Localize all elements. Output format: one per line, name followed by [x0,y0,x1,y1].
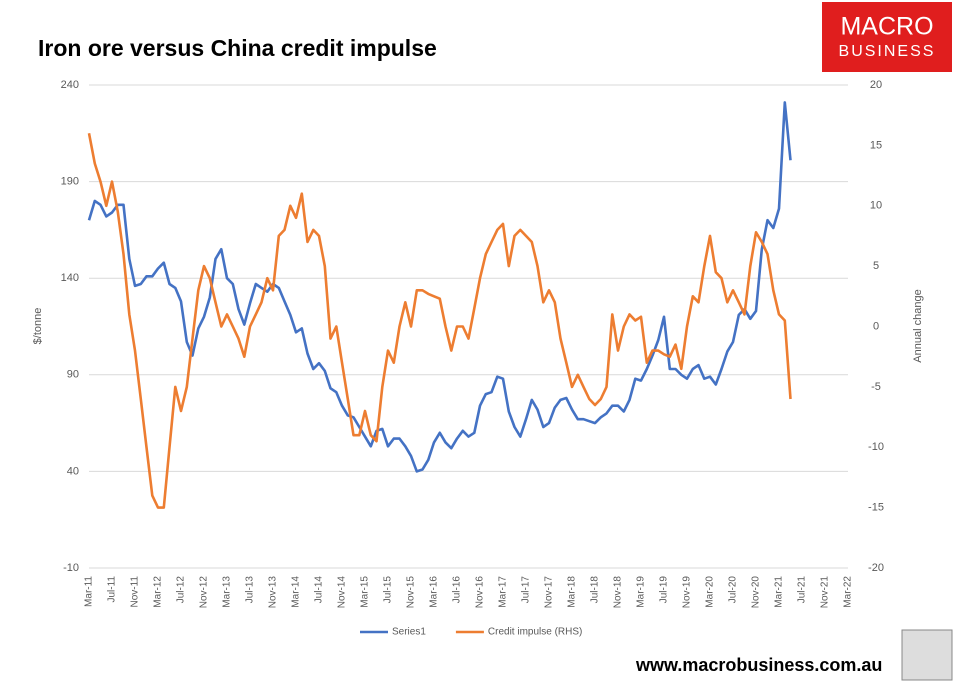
y-tick-label: 190 [61,176,79,188]
x-tick-label: Jul-16 [452,576,463,604]
y2-tick-label: -5 [871,381,881,393]
y-tick-label: 140 [61,272,79,284]
x-tick-label: Mar-14 [291,576,302,608]
x-tick-label: Mar-18 [567,576,578,608]
y2-tick-label: 0 [873,320,879,332]
y-tick-label: 240 [61,79,79,91]
x-tick-label: Mar-21 [774,576,785,608]
x-tick-label: Jul-11 [107,576,118,603]
x-tick-label: Nov-21 [820,576,831,609]
chart-title: Iron ore versus China credit impulse [38,35,437,61]
y-axis-title: $/tonne [32,308,44,345]
legend-label: Series1 [392,627,426,638]
x-tick-label: Nov-12 [199,576,210,609]
wolf-icon [901,629,953,681]
x-tick-label: Nov-16 [475,576,486,609]
x-tick-label: Nov-15 [406,576,417,609]
x-tick-label: Jul-13 [245,576,256,604]
logo-text: MACRO [840,13,933,41]
x-tick-label: Jul-17 [521,576,532,604]
series-line [87,101,792,473]
y2-tick-label: 20 [870,79,882,91]
x-tick-label: Nov-17 [544,576,555,609]
x-tick-label: Nov-11 [130,576,141,608]
x-tick-label: Mar-12 [153,576,164,608]
x-tick-label: Mar-22 [843,576,854,608]
x-tick-label: Mar-11 [84,576,95,607]
y-tick-label: 40 [67,465,79,477]
x-tick-label: Mar-17 [498,576,509,608]
y2-tick-label: -15 [868,502,884,514]
y2-tick-label: 5 [873,260,879,272]
x-tick-label: Mar-13 [222,576,233,608]
x-tick-label: Jul-12 [176,576,187,604]
y2-tick-label: 15 [870,139,882,151]
legend-label: Credit impulse (RHS) [488,627,582,638]
series-line [87,133,792,509]
y-tick-label: -10 [63,562,79,574]
x-tick-label: Nov-19 [682,576,693,609]
x-tick-label: Mar-19 [636,576,647,608]
x-tick-label: Jul-20 [728,576,739,604]
y2-tick-label: -20 [868,562,884,574]
x-tick-label: Mar-20 [705,576,716,608]
x-tick-label: Jul-18 [590,576,601,604]
x-tick-label: Nov-13 [268,576,279,609]
x-tick-label: Jul-15 [383,576,394,604]
x-tick-label: Jul-19 [659,576,670,604]
x-tick-label: Jul-14 [314,576,325,604]
x-tick-label: Mar-15 [360,576,371,608]
website: www.macrobusiness.com.au [635,655,882,675]
x-tick-label: Nov-18 [613,576,624,609]
x-tick-label: Mar-16 [429,576,440,608]
logo-text: BUSINESS [839,43,936,60]
x-tick-label: Nov-14 [337,576,348,609]
y2-axis-title: Annual change [912,289,924,362]
x-tick-label: Jul-21 [797,576,808,604]
y-tick-label: 90 [67,369,79,381]
x-tick-label: Nov-20 [751,576,762,609]
y2-tick-label: 10 [870,200,882,212]
logo-box [822,2,952,72]
y2-tick-label: -10 [868,441,884,453]
